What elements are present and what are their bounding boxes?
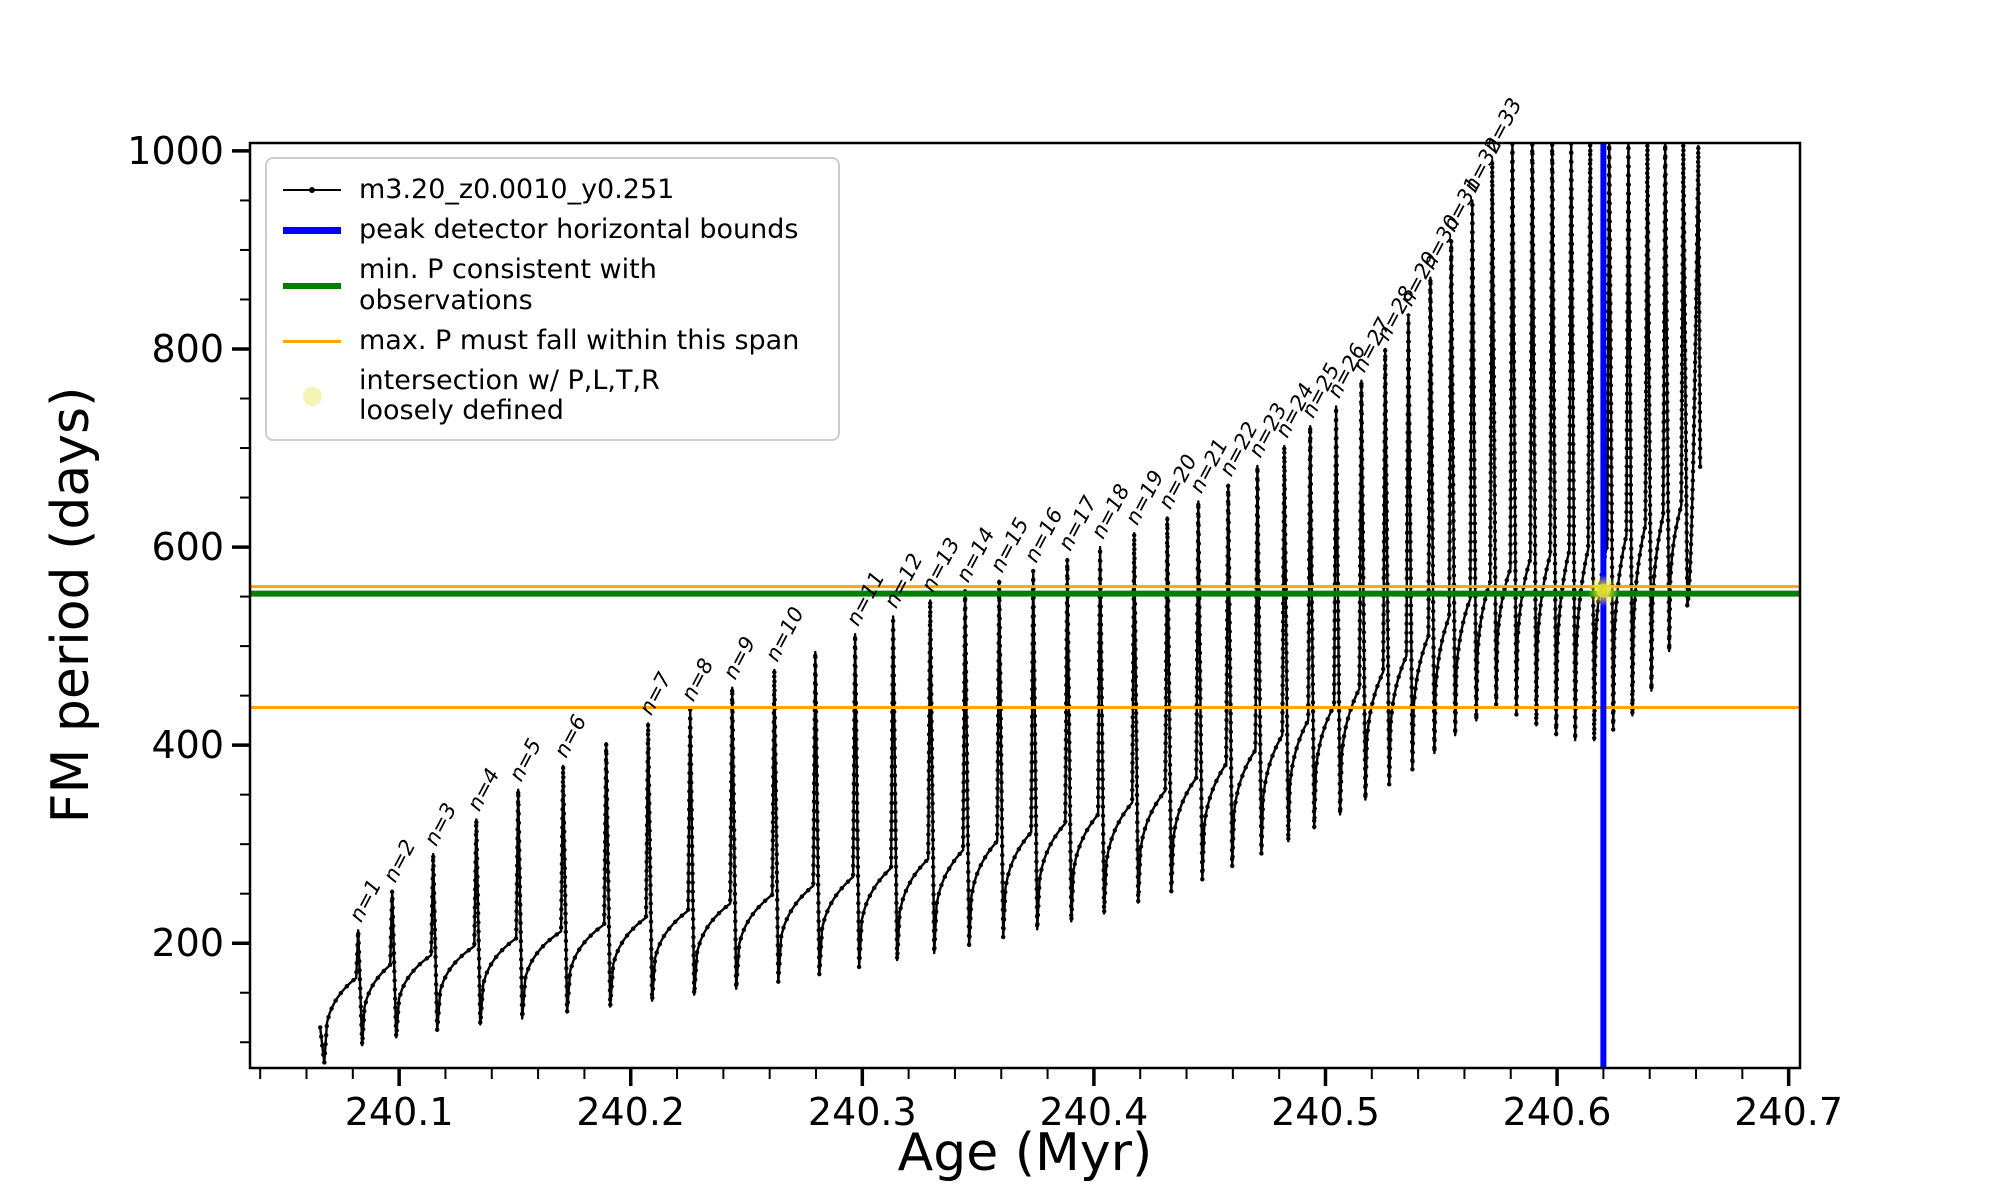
x-tick-label: 240.1 (345, 1090, 454, 1134)
blue-line-swatch (283, 226, 341, 234)
intersection-marker-swatch (283, 386, 341, 406)
legend-label: peak detector horizontal bounds (359, 214, 799, 246)
y-tick-label: 800 (151, 327, 224, 371)
x-axis-title: Age (Myr) (898, 1123, 1153, 1183)
peak-label: n=3 (419, 799, 461, 849)
y-tick-label: 1000 (127, 129, 224, 173)
legend-item-peak-detector: peak detector horizontal bounds (283, 214, 824, 246)
orange-line-swatch (283, 339, 341, 343)
peak-label: n=4 (462, 764, 504, 814)
peak-label: n=6 (549, 711, 591, 761)
peak-label: n=10 (761, 603, 809, 665)
peak-label: n=33 (1478, 94, 1526, 156)
legend-item-max-p: max. P must fall within this span (283, 324, 824, 356)
green-line-swatch (283, 282, 341, 289)
axes-frame (248, 141, 1802, 1070)
y-tick-label: 600 (151, 525, 224, 569)
peak-label: n=2 (378, 836, 420, 886)
x-tick-label: 240.5 (1271, 1090, 1380, 1134)
legend-item-min-p: min. P consistent with observations (283, 255, 824, 315)
intersection-dot (1596, 583, 1611, 598)
legend: m3.20_z0.0010_y0.251 peak detector horiz… (265, 157, 840, 441)
legend-label: intersection w/ P,L,T,R loosely defined (359, 365, 660, 427)
y-tick-label: 200 (151, 921, 224, 965)
y-axis-title: FM period (days) (41, 387, 101, 824)
x-tick-label: 240.4 (1039, 1090, 1148, 1134)
fm-period-track-markers (318, 143, 1703, 1064)
x-tick-label: 240.7 (1734, 1090, 1843, 1134)
peak-label: n=5 (504, 735, 546, 785)
peak-label: n=7 (634, 668, 676, 719)
track-line-swatch (283, 187, 341, 194)
x-tick-label: 240.3 (808, 1090, 917, 1134)
axis-ticks: 240.1 240.2 240.3 240.4 240.5 240.6 240.7 200 40… (127, 129, 1843, 1134)
peak-label: n=9 (718, 633, 760, 683)
legend-item-track: m3.20_z0.0010_y0.251 (283, 174, 824, 205)
legend-label: m3.20_z0.0010_y0.251 (359, 174, 675, 205)
x-tick-label: 240.6 (1503, 1090, 1612, 1134)
intersection-marker (1587, 574, 1620, 607)
legend-label: min. P consistent with observations (359, 254, 657, 316)
legend-item-intersection: intersection w/ P,L,T,R loosely defined (283, 365, 824, 427)
peak-label: n=8 (676, 654, 718, 704)
y-tick-label: 400 (151, 723, 224, 767)
legend-label: max. P must fall within this span (359, 324, 800, 356)
x-tick-label: 240.2 (576, 1090, 685, 1134)
peak-label: n=1 (344, 875, 386, 925)
